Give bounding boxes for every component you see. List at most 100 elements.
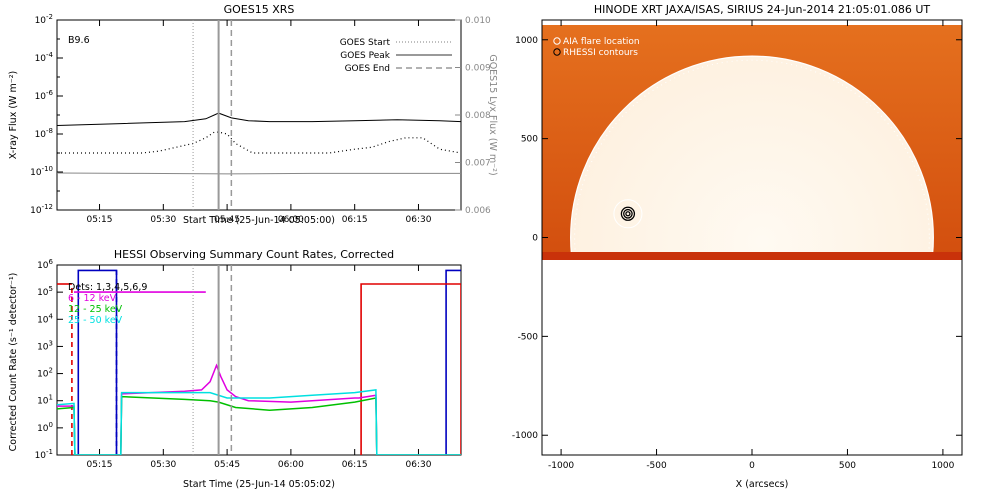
xrt-image-edge-band — [542, 252, 962, 260]
goes-xlabel: Start Time (25-Jun-14 05:05:00) — [183, 215, 335, 226]
hessi-ylabel: Corrected Count Rate (s⁻¹ detector⁻¹) — [8, 273, 19, 452]
hessi-series-group — [57, 363, 461, 455]
hessi-legend-label: 12 - 25 keV — [68, 304, 123, 315]
hessi-y-tick-label: 100 — [37, 421, 53, 434]
sun-limb-grid — [574, 59, 930, 260]
hessi-y-tick-label: 104 — [37, 312, 53, 325]
goes-x-tick-label: 05:15 — [87, 215, 113, 225]
hessi-series-line-2 — [57, 389, 461, 455]
sun-limb — [570, 55, 934, 260]
goes-event-markers — [192, 20, 233, 210]
goes-series-group — [57, 112, 461, 175]
xrt-xlabel: X (arcsecs) — [736, 479, 789, 490]
hessi-panel: HESSI Observing Summary Count Rates, Cor… — [8, 248, 462, 490]
hessi-y-tick-label: 105 — [37, 285, 53, 298]
goes-y-axis: 10-12 10-10 10-8 10-6 10-4 10-2 — [30, 13, 63, 216]
goes-panel: GOES15 XRS 10-12 10-10 10-8 10-6 10-4 10-2 0.… — [8, 3, 498, 226]
goes-series-line-0 — [57, 112, 461, 126]
xrt-x-tick-label: -500 — [646, 461, 667, 471]
hessi-x-tick-label: 05:45 — [214, 460, 240, 470]
goes-y-tick-label: 10-4 — [35, 51, 54, 64]
goes-x-tick-label: 05:30 — [150, 215, 176, 225]
xrt-y-tick-label: -1000 — [512, 431, 538, 441]
goes-x-tick-label: 06:15 — [342, 215, 368, 225]
xrt-x-tick-label: 0 — [749, 461, 755, 471]
goes-title: GOES15 XRS — [224, 3, 295, 16]
hessi-state-bar-5 — [360, 283, 461, 455]
xrt-x-tick-label: 1000 — [931, 461, 954, 471]
goes-legend-label: GOES Start — [340, 38, 391, 48]
hessi-detectors-label: Dets: 1,3,4,5,6,9 — [68, 282, 147, 293]
hessi-y-tick-label: 102 — [37, 367, 53, 380]
xrt-y-tick-label: -500 — [518, 332, 539, 342]
goes-y-tick-label: 10-6 — [35, 89, 54, 102]
goes-x-tick-label: 06:30 — [406, 215, 432, 225]
goes-class-label: B9.6 — [68, 35, 90, 46]
goes-y2-tick-label: 0.007 — [465, 159, 491, 169]
xrt-legend: AIA flare location RHESSI contours — [553, 37, 640, 58]
aia-flare-location-circle — [613, 199, 643, 229]
sun-disk — [570, 56, 934, 260]
hessi-y-tick-label: 106 — [37, 258, 53, 271]
goes-series-line-1 — [57, 131, 461, 154]
xrt-x-tick-label: -1000 — [548, 461, 574, 471]
rhessi-legend-symbol — [553, 48, 561, 56]
goes-y-tick-label: 10-10 — [30, 165, 53, 178]
hessi-x-tick-label: 06:00 — [278, 460, 304, 470]
rhessi-contour-middle — [623, 208, 633, 219]
xrt-image — [542, 25, 962, 260]
hessi-series-line-0 — [57, 363, 461, 455]
hessi-y-axis: 10-1 100 101 102 103 104 105 106 — [35, 258, 63, 461]
aia-legend-label: AIA flare location — [563, 37, 640, 47]
goes-y-tick-label: 10-8 — [35, 127, 53, 140]
hessi-legend-label: 6 - 12 keV — [68, 293, 117, 304]
hessi-state-bar-2 — [445, 269, 461, 455]
hessi-y-tick-label: 10-1 — [35, 448, 53, 461]
goes-y2-tick-label: 0.006 — [465, 206, 491, 216]
xrt-x-tick-label: 500 — [839, 461, 856, 471]
hessi-x-tick-label: 06:30 — [406, 460, 432, 470]
goes-y2-tick-label: 0.009 — [465, 64, 491, 74]
hessi-xlabel: Start Time (25-Jun-14 05:05:02) — [183, 479, 335, 490]
xrt-flare-markers — [613, 199, 643, 229]
hessi-series-line-1 — [57, 395, 461, 455]
hessi-legend-label: 25 - 50 keV — [68, 315, 123, 326]
hessi-event-markers — [192, 265, 233, 455]
hessi-y-tick-label: 103 — [37, 339, 53, 352]
hessi-x-tick-label: 06:15 — [342, 460, 368, 470]
xrt-axes: -1000 -500 0 500 1000 -1000 -500 0 500 1000 — [512, 20, 962, 471]
goes-ylabel-right: GOES15 Lyx Flux (W m⁻²) — [487, 54, 498, 175]
rhessi-legend-label: RHESSI contours — [563, 48, 638, 58]
goes-legend-label: GOES End — [345, 64, 390, 74]
goes-y2-tick-label: 0.008 — [465, 111, 491, 121]
goes-y-tick-label: 10-2 — [35, 13, 53, 26]
xrt-y-tick-label: 0 — [532, 234, 538, 244]
hessi-y-tick-label: 101 — [37, 394, 53, 407]
goes-x-tick-label: 05:45 — [214, 215, 240, 225]
aia-legend-symbol — [553, 37, 561, 45]
rhessi-contour-inner — [625, 211, 631, 217]
hessi-title: HESSI Observing Summary Count Rates, Cor… — [114, 248, 394, 261]
hessi-x-axis: 05:15 05:30 05:45 06:00 06:15 06:30 — [87, 265, 432, 470]
xrt-y-tick-label: 500 — [521, 135, 538, 145]
goes-legend-label: GOES Peak — [340, 51, 390, 61]
goes-x-tick-label: 06:00 — [278, 215, 304, 225]
hessi-state-bars — [57, 269, 461, 455]
xrt-y-tick-label: 1000 — [515, 36, 538, 46]
rhessi-contour-outer — [620, 206, 636, 221]
xrt-panel: HINODE XRT JAXA/ISAS, SIRIUS 24-Jun-2014… — [512, 3, 963, 490]
goes-ylabel: X-ray Flux (W m⁻²) — [8, 71, 19, 160]
goes-plot-frame — [56, 19, 462, 211]
goes-x-axis: 05:15 05:30 05:45 06:00 06:15 06:30 — [87, 20, 432, 225]
goes-y2-axis: 0.006 0.007 0.008 0.009 0.010 — [455, 16, 491, 216]
hessi-plot-frame — [56, 264, 462, 456]
hessi-x-tick-label: 05:15 — [87, 460, 113, 470]
goes-y2-tick-label: 0.010 — [465, 16, 491, 26]
hessi-x-tick-label: 05:30 — [150, 460, 176, 470]
goes-legend: GOES Start GOES Peak GOES End — [340, 38, 452, 74]
goes-y-tick-label: 10-12 — [30, 203, 53, 216]
xrt-title: HINODE XRT JAXA/ISAS, SIRIUS 24-Jun-2014… — [594, 3, 931, 16]
goes-series-line-2 — [57, 172, 461, 175]
